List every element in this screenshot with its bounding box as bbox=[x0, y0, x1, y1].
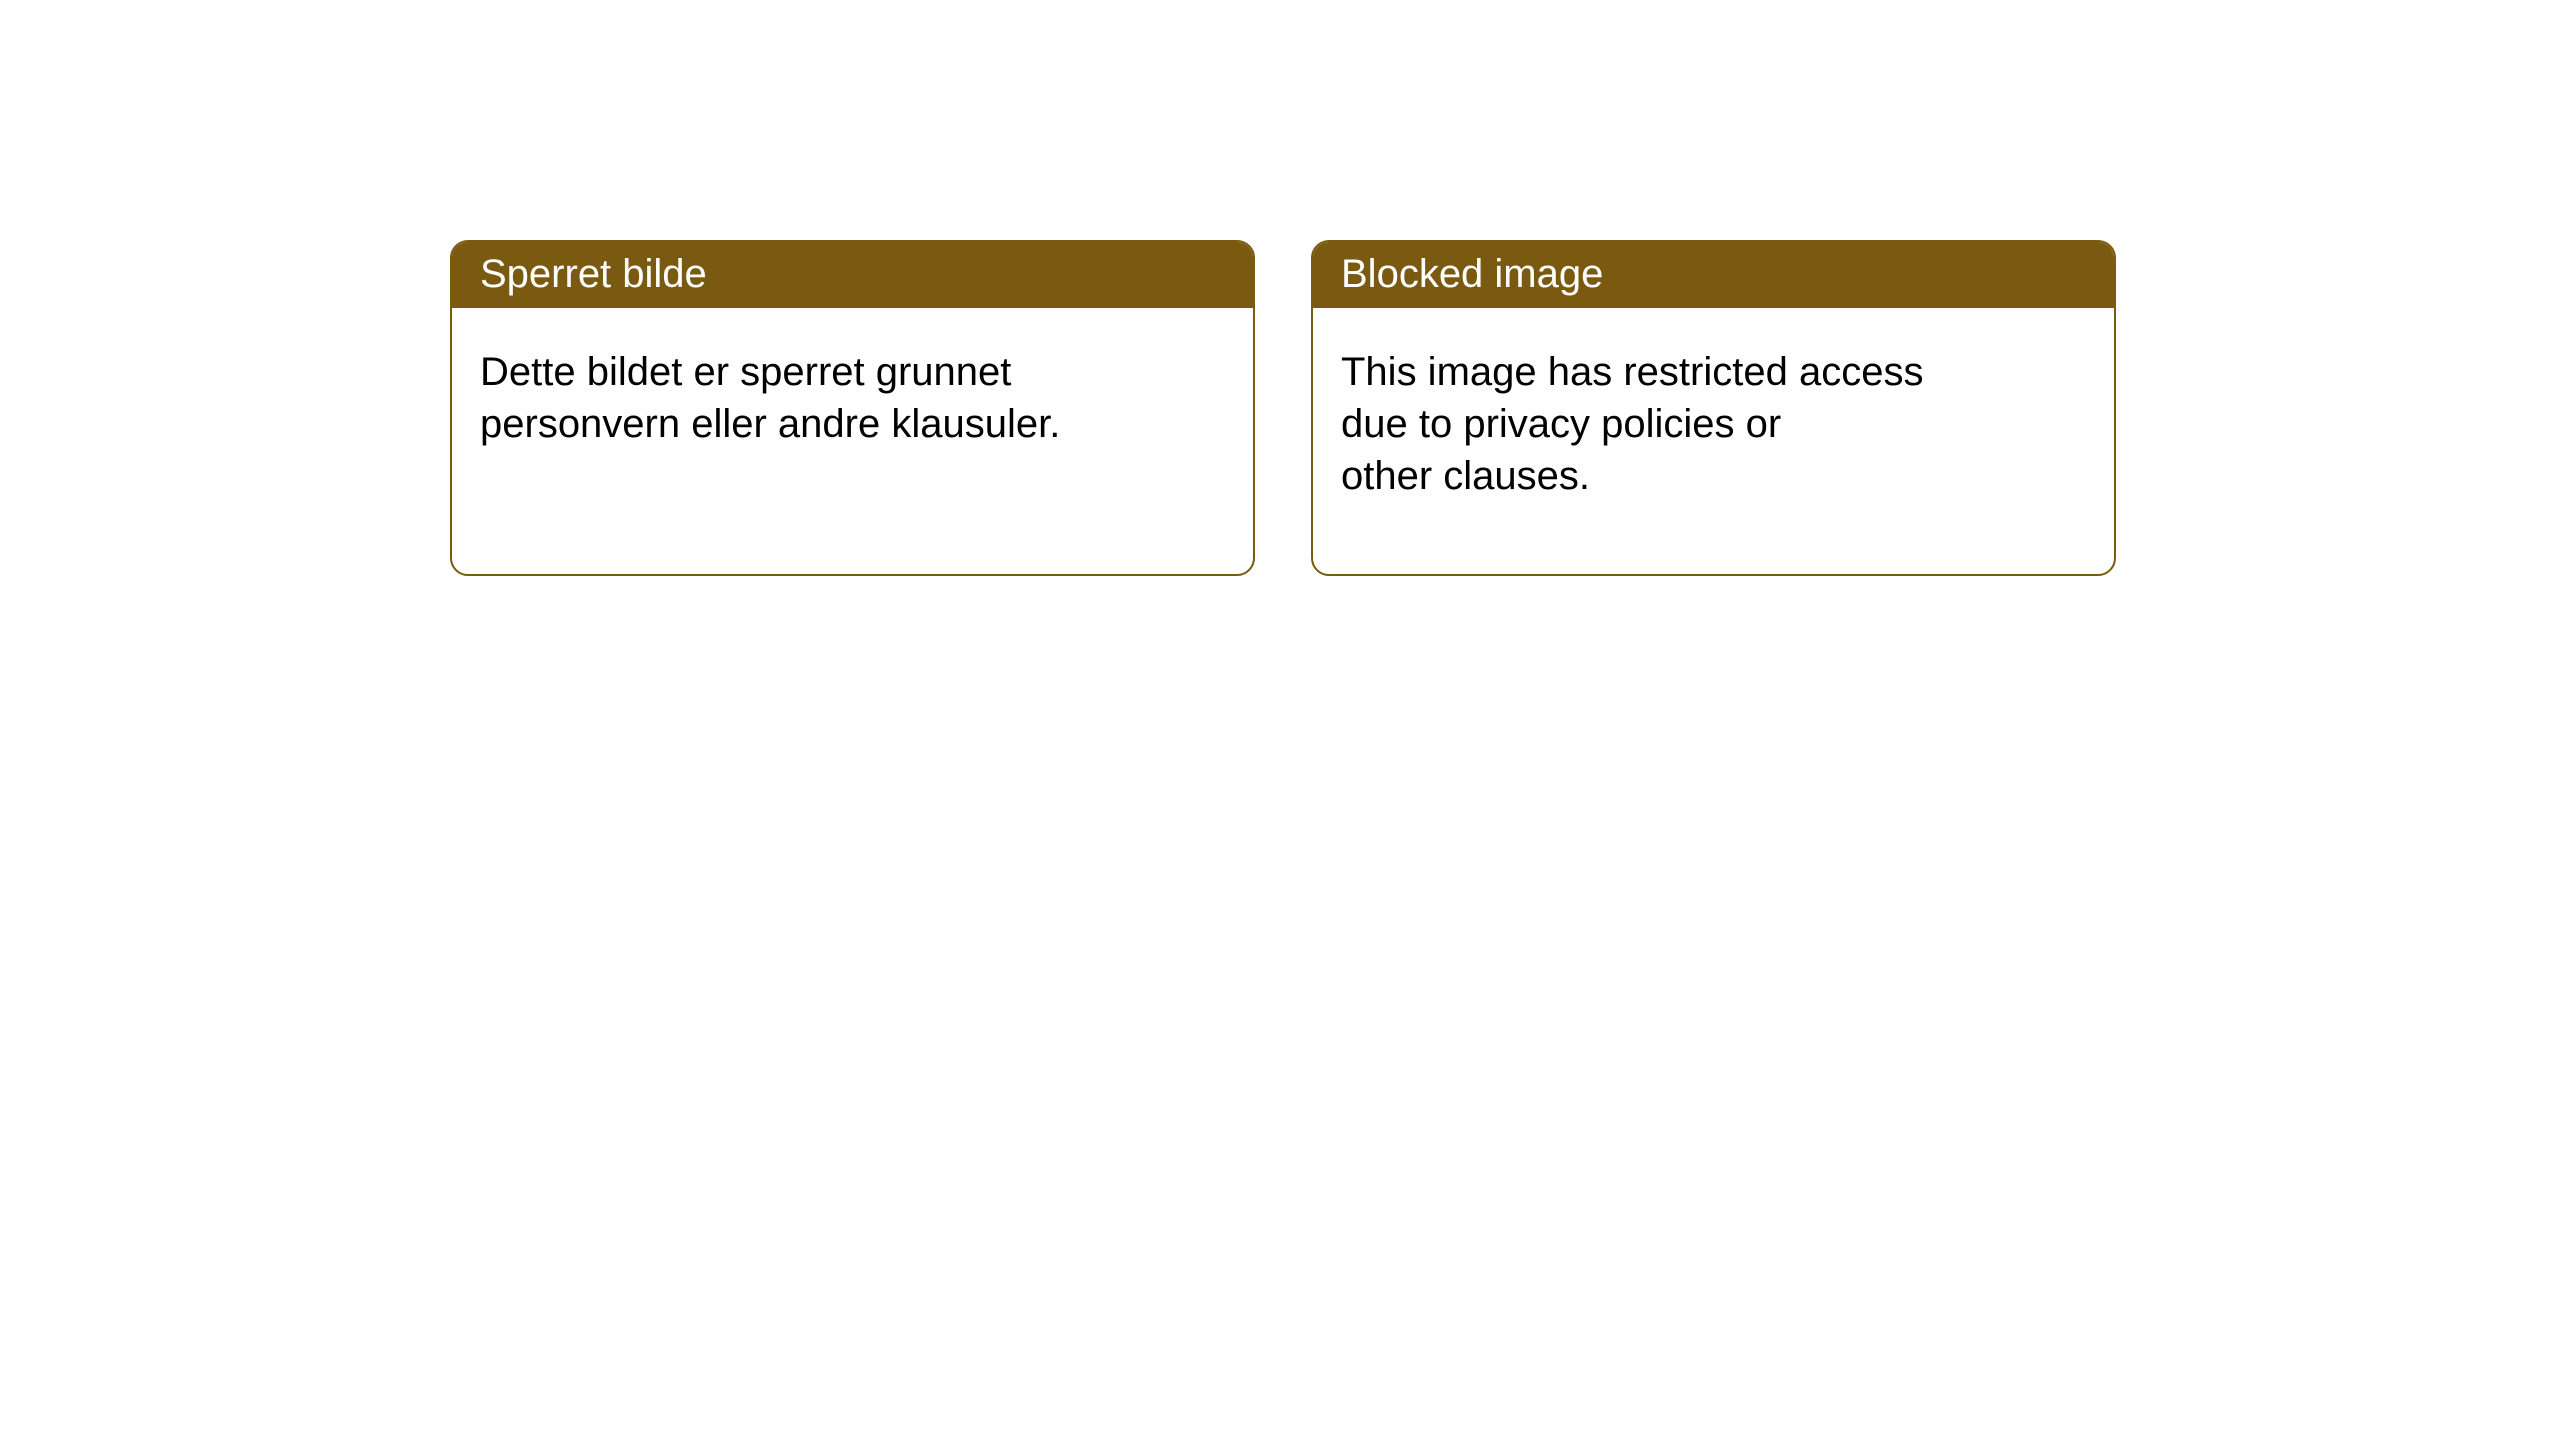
notice-body: Dette bildet er sperret grunnet personve… bbox=[452, 308, 1253, 488]
notice-card-norwegian: Sperret bilde Dette bildet er sperret gr… bbox=[450, 240, 1255, 576]
notice-header: Sperret bilde bbox=[452, 242, 1253, 308]
notice-container: Sperret bilde Dette bildet er sperret gr… bbox=[0, 0, 2560, 576]
notice-header: Blocked image bbox=[1313, 242, 2114, 308]
notice-card-english: Blocked image This image has restricted … bbox=[1311, 240, 2116, 576]
notice-body: This image has restricted access due to … bbox=[1313, 308, 2114, 540]
